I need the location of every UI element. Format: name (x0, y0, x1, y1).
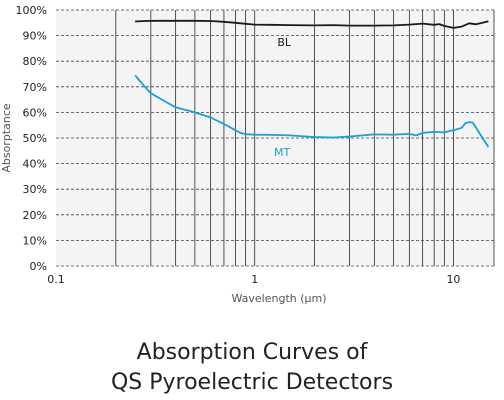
series-line-mt (134, 74, 490, 148)
y-tick-label: 50% (23, 132, 47, 145)
series-lines (134, 19, 490, 148)
y-tick-label: 10% (23, 234, 47, 247)
y-tick-label: 60% (23, 106, 47, 119)
y-tick-label: 20% (23, 209, 47, 222)
y-tick-label: 0% (30, 260, 47, 273)
series-label-bl: BL (277, 36, 292, 49)
y-tick-label: 70% (23, 81, 47, 94)
y-tick-label: 100% (16, 4, 47, 17)
x-axis-label: Wavelength (μm) (231, 292, 326, 305)
absorption-chart: 0% 10% 20% 30% 40% 50% 60% 70% 80% 90% 100% 0.1 1 10… (0, 4, 495, 305)
y-tick-label: 80% (23, 55, 47, 68)
horizontal-grid (56, 9, 494, 267)
x-tick-label: 1 (251, 273, 258, 286)
x-tick-label: 0.1 (47, 273, 65, 286)
x-tick-label: 10 (446, 273, 460, 286)
y-tick-label: 90% (23, 30, 47, 43)
y-tick-labels: 0% 10% 20% 30% 40% 50% 60% 70% 80% 90% 100% (16, 4, 47, 273)
y-tick-label: 40% (23, 158, 47, 171)
series-label-mt: MT (274, 146, 290, 159)
y-tick-label: 30% (23, 183, 47, 196)
series-labels: BL MT (274, 36, 292, 159)
chart-title-line-2: QS Pyroelectric Detectors (110, 370, 394, 395)
x-tick-labels: 0.1 1 10 (47, 273, 460, 286)
chart-title: Absorption Curves of QS Pyroelectric Det… (0, 338, 504, 398)
y-axis-label: Absorptance (0, 103, 13, 173)
chart-title-line-1: Absorption Curves of (136, 340, 368, 365)
series-line-bl (135, 19, 489, 29)
